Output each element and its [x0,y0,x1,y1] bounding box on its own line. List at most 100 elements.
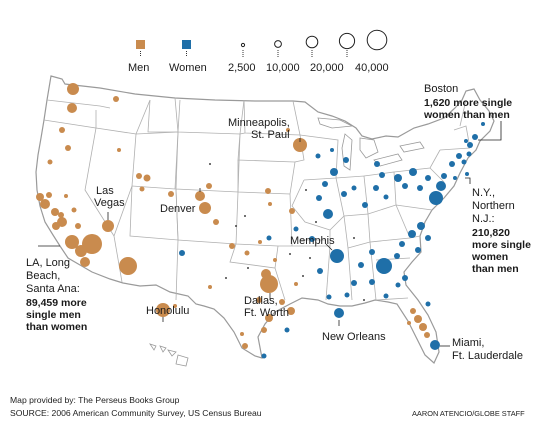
men-bubble [59,127,65,133]
women-bubble [309,236,315,242]
women-bubble [326,294,332,300]
legend-men-swatch [136,40,145,49]
women-bubble [425,175,431,181]
label-ny: N.J.: [472,213,495,225]
men-bubble [102,220,114,232]
women-bubble [402,183,408,189]
women-bubble [394,174,402,182]
label-miami: Miami, [452,337,484,349]
women-bubble [430,340,440,350]
women-bubble [369,279,375,285]
credit-provided: Map provided by: The Perseus Books Group [10,395,180,405]
women-bubble [449,161,455,167]
men-bubble [256,297,262,303]
women-bubble [429,191,443,205]
label-las-vegas: Vegas [94,197,125,209]
label-la-stat: 89,459 more [26,297,87,309]
women-bubble [322,181,328,187]
men-bubble [199,202,211,214]
annotations: Boston 1,620 more single women than men … [26,83,531,362]
women-bubble [467,142,473,148]
legend: Men Women 2,500 10,000 20,000 40,000 [128,29,389,74]
state-borders [43,97,471,301]
label-dallas: Ft. Worth [244,307,289,319]
women-bubble [399,241,405,247]
women-bubble [409,168,417,176]
label-dallas: Dallas, [244,295,278,307]
women-bubble [465,172,469,176]
women-bubble [379,172,385,178]
men-bubble [424,332,430,338]
credits: Map provided by: The Perseus Books Group… [10,395,525,418]
women-bubble [362,202,368,208]
women-bubble [466,151,472,157]
label-ny-stat: than men [472,263,519,275]
women-bubble [293,226,299,232]
men-bubble [173,304,177,308]
label-minneapolis: St. Paul [251,129,290,141]
men-bubble [47,159,53,165]
label-boston-stat: 1,620 more single [424,97,512,109]
women-bubble [358,262,364,268]
label-la-stat: single men [26,309,81,321]
legend-circle-medium [274,40,282,48]
men-bubble [82,234,102,254]
women-bubble [453,176,457,180]
women-bubble [284,327,290,333]
women-bubble [425,301,431,307]
men-bubble [40,199,50,209]
small-city-dots [209,163,365,301]
men-bubble [117,148,121,152]
men-bubble [65,145,71,151]
women-bubble [408,230,416,238]
men-bubble [206,183,212,189]
men-bubble [156,303,170,317]
men-bubble [244,250,250,256]
men-bubble [52,222,60,230]
women-bubble [351,280,357,286]
men-bubble [208,285,212,289]
men-bubble [75,245,87,257]
men-bubble [410,308,416,314]
women-bubble [376,258,392,274]
men-bubble [67,83,79,95]
legend-size-label: 10,000 [266,62,300,74]
men-bubble [213,219,219,225]
label-ny: Northern [472,200,515,212]
men-bubble [287,307,295,315]
women-bubble [330,168,338,176]
label-la: LA, Long [26,257,70,269]
men-bubble [143,174,151,182]
label-la: Santa Ana: [26,283,80,295]
men-bubble [113,96,119,102]
leader-lines [38,121,502,347]
men-bubble [419,323,427,331]
men-bubble [273,258,277,262]
women-bubble [456,153,462,159]
men-bubble [80,257,90,267]
label-miami: Ft. Lauderdale [452,350,523,362]
women-bubble [369,249,375,255]
label-honolulu: Honolulu [146,305,189,317]
men-bubble [268,202,272,206]
label-denver: Denver [160,203,196,215]
women-bubble [374,161,380,167]
women-bubble [323,209,333,219]
legend-circle-xxlarge [366,29,388,51]
women-bubble [394,253,400,259]
women-bubble [425,235,431,241]
men-bubble [265,314,273,322]
legend-size-label: 40,000 [355,62,389,74]
men-bubble [240,332,244,336]
men-bubble [407,321,411,325]
women-bubble [344,292,350,298]
women-bubble [373,185,379,191]
women-bubble [395,282,401,288]
label-new-orleans: New Orleans [322,331,386,343]
men-bubble [119,257,137,275]
women-bubble [472,134,478,140]
women-bubble [179,250,185,256]
legend-women-swatch [182,40,191,49]
us-outline [35,75,495,364]
women-bubble [351,185,357,191]
